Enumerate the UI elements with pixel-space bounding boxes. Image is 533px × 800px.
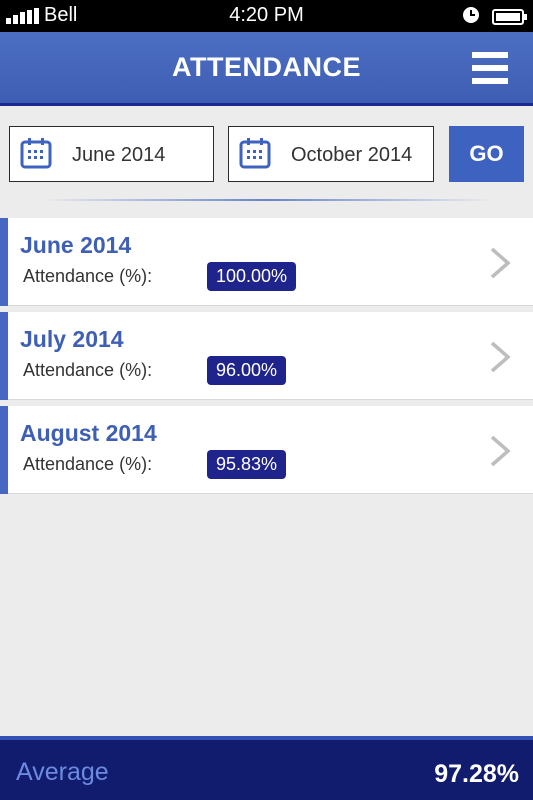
month-title: June 2014 bbox=[20, 232, 132, 258]
month-title: August 2014 bbox=[20, 420, 157, 446]
to-date-value: October 2014 bbox=[291, 144, 413, 166]
list-item[interactable]: August 2014 Attendance (%): 95.83% bbox=[0, 406, 533, 494]
calendar-icon bbox=[20, 138, 52, 169]
attendance-label: Attendance (%): bbox=[23, 454, 153, 474]
list-item[interactable]: July 2014 Attendance (%): 96.00% bbox=[0, 312, 533, 400]
attendance-badge: 95.83% bbox=[207, 450, 287, 479]
chevron-right-icon bbox=[490, 341, 511, 373]
attendance-badge: 96.00% bbox=[207, 356, 287, 385]
list-item[interactable]: June 2014 Attendance (%): 100.00% bbox=[0, 218, 533, 306]
from-date-picker[interactable]: June 2014 bbox=[9, 126, 214, 182]
app-header: ATTENDANCE bbox=[0, 32, 533, 106]
chevron-right-icon bbox=[490, 435, 511, 467]
hamburger-menu-icon[interactable] bbox=[472, 52, 510, 86]
average-footer: Average 97.28% bbox=[0, 736, 533, 800]
from-date-value: June 2014 bbox=[72, 144, 166, 166]
divider bbox=[40, 199, 493, 201]
alarm-icon bbox=[463, 7, 479, 23]
page-title: ATTENDANCE bbox=[172, 52, 361, 82]
status-bar: Bell 4:20 PM bbox=[0, 0, 533, 32]
signal-icon bbox=[6, 8, 39, 24]
to-date-picker[interactable]: October 2014 bbox=[228, 126, 434, 182]
status-time: 4:20 PM bbox=[229, 4, 304, 26]
attendance-label: Attendance (%): bbox=[23, 266, 153, 286]
average-value: 97.28% bbox=[434, 760, 519, 788]
chevron-right-icon bbox=[490, 247, 511, 279]
go-button[interactable]: GO bbox=[449, 126, 524, 182]
calendar-icon bbox=[239, 138, 271, 169]
row-accent bbox=[0, 312, 8, 400]
row-accent bbox=[0, 218, 8, 306]
battery-icon bbox=[492, 9, 527, 25]
row-accent bbox=[0, 406, 8, 494]
attendance-label: Attendance (%): bbox=[23, 360, 153, 380]
attendance-badge: 100.00% bbox=[207, 262, 297, 291]
month-title: July 2014 bbox=[20, 326, 124, 352]
average-label: Average bbox=[16, 758, 109, 786]
carrier-name: Bell bbox=[44, 4, 78, 26]
